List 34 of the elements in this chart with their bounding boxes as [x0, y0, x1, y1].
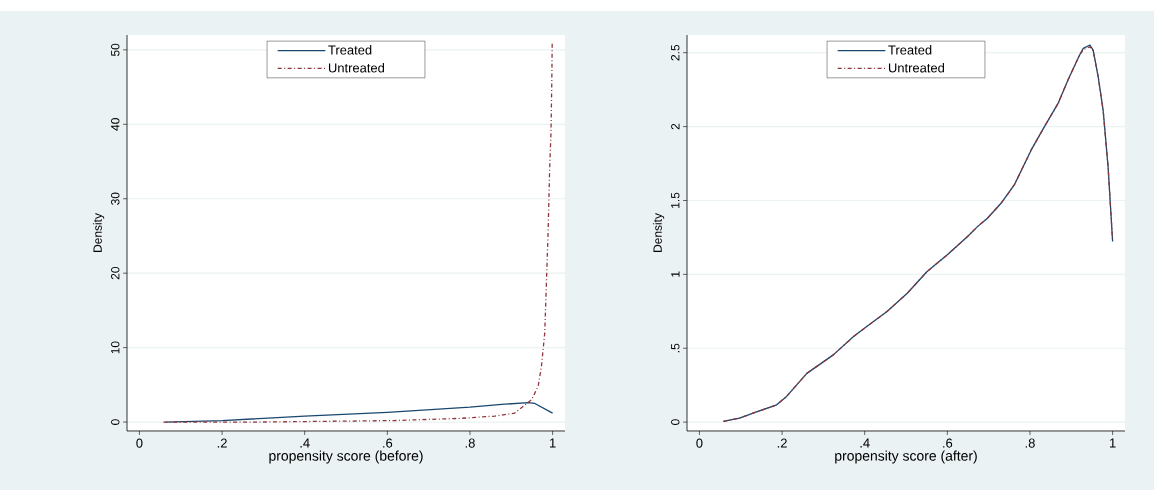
- x-tick-label: 1: [550, 438, 556, 448]
- line-series: [162, 42, 553, 423]
- x-tick-label: .6: [943, 438, 953, 448]
- y-axis-title: Density: [93, 213, 105, 252]
- y-tick-label: 1: [671, 271, 680, 277]
- x-tick-label: .4: [860, 438, 870, 448]
- legend-label: Treated: [328, 45, 372, 55]
- x-tick-label: 0: [136, 438, 143, 448]
- y-tick-label: 1.5: [671, 192, 680, 208]
- legend-label: Untreated: [888, 62, 945, 73]
- x-tick-label: .8: [1025, 438, 1035, 448]
- y-tick-label: 0: [111, 419, 120, 425]
- y-tick-label: 10: [111, 341, 120, 354]
- x-tick-label: .4: [300, 438, 310, 448]
- x-tick-label: .6: [383, 438, 393, 448]
- x-tick-label: .2: [777, 438, 787, 448]
- y-axis-title: Density: [653, 213, 665, 252]
- y-tick-label: 0: [671, 419, 680, 425]
- x-axis-title: propensity score (after): [835, 450, 977, 464]
- x-axis-title: propensity score (before): [269, 450, 423, 464]
- y-tick-label: 50: [111, 43, 120, 57]
- line-series: [164, 402, 554, 423]
- y-tick-label: 20: [111, 267, 120, 280]
- x-tick-label: .2: [217, 438, 227, 448]
- x-tick-label: 0: [696, 438, 703, 448]
- x-tick-label: .8: [465, 438, 475, 448]
- y-tick-label: 30: [111, 192, 120, 205]
- legend-label: Untreated: [328, 62, 385, 73]
- y-tick-label: 2.5: [671, 44, 680, 61]
- legend-label: Treated: [888, 45, 932, 55]
- y-tick-label: .5: [671, 343, 680, 353]
- y-tick-label: 40: [111, 118, 120, 131]
- y-tick-label: 2: [671, 123, 680, 130]
- x-tick-label: 1: [1110, 438, 1116, 448]
